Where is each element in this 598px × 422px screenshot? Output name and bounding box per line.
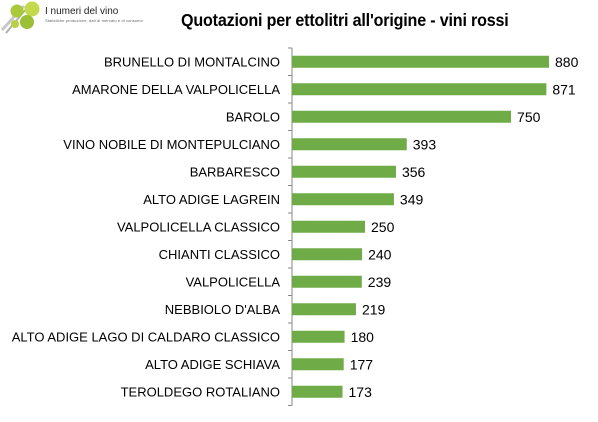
data-label: 239	[368, 274, 392, 290]
data-label: 349	[400, 191, 424, 207]
bar	[292, 303, 356, 316]
category-label: BARBARESCO	[190, 164, 280, 179]
bar	[292, 330, 345, 343]
chart-title: Quotazioni per ettolitri all'origine - v…	[181, 10, 509, 30]
data-label: 871	[552, 81, 576, 97]
data-label: 219	[362, 301, 386, 317]
bar	[292, 220, 366, 233]
category-label: BAROLO	[226, 109, 280, 124]
bar	[292, 165, 396, 178]
bar	[292, 110, 512, 123]
category-label: CHIANTI CLASSICO	[159, 247, 280, 262]
bar	[292, 55, 549, 68]
bar	[292, 385, 343, 398]
bar	[292, 193, 394, 206]
category-label: ALTO ADIGE SCHIAVA	[145, 357, 280, 372]
bar	[292, 275, 362, 288]
data-label: 177	[350, 356, 374, 372]
bar	[292, 248, 363, 261]
data-label: 356	[402, 164, 426, 180]
data-label: 250	[371, 219, 395, 235]
data-label: 880	[555, 54, 579, 70]
bar	[292, 83, 547, 96]
category-label: BRUNELLO DI MONTALCINO	[104, 54, 280, 69]
category-label: VALPOLICELLA CLASSICO	[117, 219, 280, 234]
category-label: NEBBIOLO D'ALBA	[165, 302, 281, 317]
logo: I numeri del vino Statistiche produzione…	[0, 0, 175, 34]
category-label: ALTO ADIGE LAGO DI CALDARO CLASSICO	[12, 329, 280, 344]
data-label: 180	[351, 329, 375, 345]
category-label: VALPOLICELLA	[186, 274, 281, 289]
logo-name: I numeri del vino	[45, 6, 119, 17]
bar	[292, 358, 344, 371]
category-label: TEROLDEGO ROTALIANO	[121, 384, 280, 399]
bar	[292, 138, 407, 151]
logo-tagline: Statistiche produzione, dati di mercato …	[45, 18, 143, 23]
category-label: ALTO ADIGE LAGREIN	[143, 192, 280, 207]
data-label: 750	[517, 109, 541, 125]
data-label: 173	[349, 384, 373, 400]
data-label: 240	[368, 246, 392, 262]
category-label: AMARONE DELLA VALPOLICELLA	[72, 82, 280, 97]
category-label: VINO NOBILE DI MONTEPULCIANO	[63, 137, 280, 152]
data-label: 393	[413, 136, 437, 152]
grape-logo-icon	[0, 1, 40, 34]
